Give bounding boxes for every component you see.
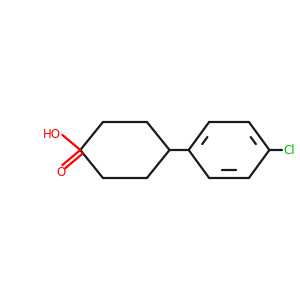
Text: Cl: Cl [283,143,295,157]
Text: O: O [57,166,66,179]
Text: HO: HO [44,128,62,142]
